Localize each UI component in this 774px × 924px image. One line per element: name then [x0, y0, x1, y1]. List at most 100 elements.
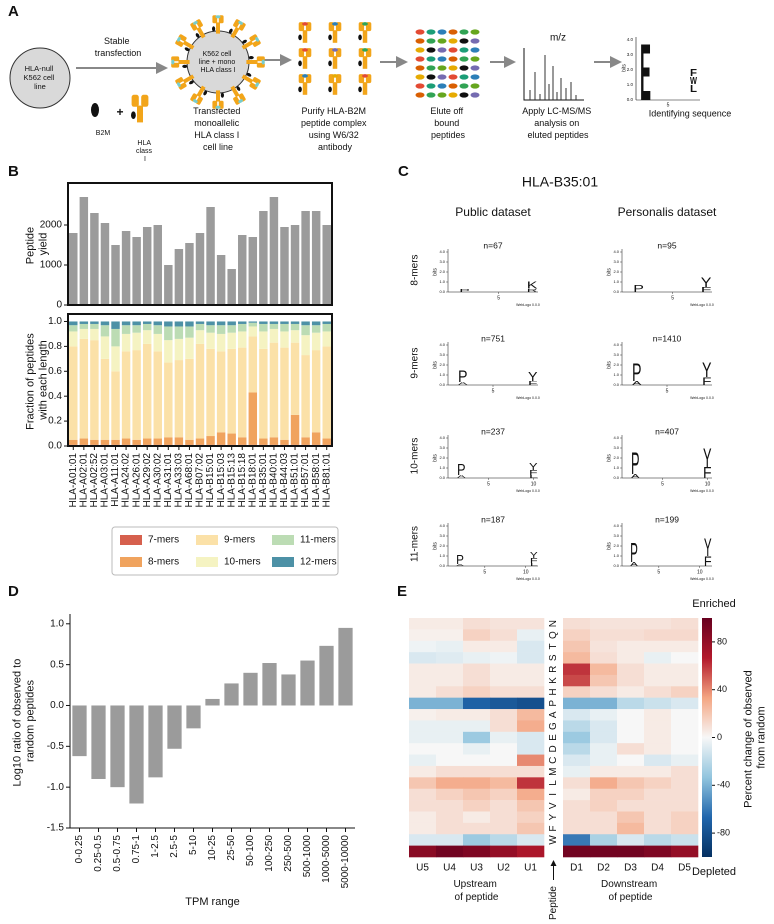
heat-cell [490, 618, 518, 630]
bar-segment [238, 437, 247, 445]
bar-segment [195, 323, 205, 331]
heat-cell [644, 800, 672, 812]
peptide [193, 20, 198, 25]
peptide [426, 47, 436, 53]
heat-cell [409, 822, 437, 835]
bar-segment [248, 322, 258, 327]
label: HLA-null K562 cell line [24, 64, 57, 91]
text-line: using W6/32 [309, 130, 362, 140]
heat-cell [490, 743, 518, 755]
peptide [437, 65, 447, 71]
heat-cell [617, 618, 645, 630]
peptide [437, 38, 447, 44]
bar [227, 269, 236, 305]
heat-cell [409, 652, 437, 664]
heat-cell [517, 731, 545, 744]
label: Apply LC-MS/MS analysis on eluted peptid… [522, 106, 594, 140]
hla-icon [298, 22, 312, 43]
bar-segment [216, 321, 226, 326]
heat-cell [490, 697, 518, 710]
x-tick-label: 10 [697, 569, 703, 575]
bar-segment [322, 323, 331, 332]
row-label: M [548, 767, 559, 775]
bar [224, 683, 239, 706]
peptide [470, 29, 480, 35]
b2m-part [358, 34, 362, 41]
peptide [176, 82, 181, 87]
label: m/z [550, 33, 566, 44]
panel-label: D [8, 583, 19, 600]
bar-segment [132, 439, 141, 445]
bar-segment [164, 321, 173, 327]
logo-letter: P [632, 360, 642, 388]
hla-icon [298, 74, 312, 95]
y-axis-label: bits [432, 542, 438, 550]
heat-cell [617, 765, 645, 778]
peptide [426, 29, 436, 35]
bar [90, 213, 99, 305]
peptide [459, 56, 469, 62]
cell [9, 47, 71, 109]
heat-cell [409, 720, 437, 733]
b2m-part [248, 55, 254, 60]
y-tick-label: 0.8 [48, 341, 62, 352]
hla-part [362, 30, 368, 43]
bar-segment [280, 439, 289, 445]
legend-swatch [272, 535, 294, 545]
n-label: n=95 [657, 240, 676, 250]
logo-letter: K [527, 281, 538, 292]
heat-cell [436, 709, 464, 721]
hla-part [131, 94, 139, 107]
heat-cell [671, 743, 699, 755]
bar-segment [227, 348, 236, 434]
y-tick-label: 4.0 [613, 435, 619, 440]
bar [174, 249, 184, 305]
peptide [362, 74, 368, 78]
hla-part [182, 40, 195, 50]
row-label: V [548, 802, 559, 809]
heat-cell [644, 663, 672, 676]
b2m-part [212, 26, 216, 32]
peptide [426, 38, 436, 44]
x-tick-label: 5 [671, 295, 674, 301]
peptide [415, 92, 425, 98]
b2m-part [328, 86, 332, 93]
footer: WebLogo 0.0.0 [690, 303, 714, 307]
heat-cell [563, 834, 591, 846]
row-label: Q [548, 631, 559, 639]
bar-segment [174, 437, 184, 445]
row-label: T [548, 643, 559, 649]
text-line: monoallelic [194, 118, 242, 128]
panel-label: B [8, 163, 19, 180]
heat-cell [436, 697, 464, 710]
text-line: Transfected [193, 106, 243, 116]
logo-letter: A [457, 474, 467, 479]
bar-segment [269, 323, 279, 329]
heat-cell [490, 640, 518, 653]
text-line: Purify HLA-B2M [301, 106, 368, 116]
heat-cell [436, 811, 464, 824]
hla-icon [212, 90, 224, 109]
x-tick-label: HLA-A01:01 [68, 453, 79, 508]
text-line: eluted peptides [527, 130, 589, 140]
text-line: from random [755, 706, 767, 768]
heat-cell [436, 640, 464, 653]
heat-cell [644, 834, 672, 846]
heat-cell [590, 629, 618, 642]
label: Purify HLA-B2M peptide complex using W6/… [301, 106, 369, 152]
bar-segment [153, 325, 162, 334]
bar [205, 698, 220, 706]
bar-segment [311, 321, 321, 326]
bar-segment [90, 323, 99, 329]
logo-tick-label: 5 [667, 102, 670, 108]
bar [238, 235, 247, 305]
bar-segment [280, 331, 289, 348]
bar-segment [259, 348, 268, 439]
b2m-part [298, 86, 302, 93]
x-tick-label: HLA-B57:01 [300, 453, 311, 508]
bar-segment [322, 346, 331, 439]
plot-frame [67, 313, 333, 447]
heat-cell [590, 686, 618, 698]
heat-cell [671, 618, 699, 630]
heat-cell [409, 663, 437, 676]
